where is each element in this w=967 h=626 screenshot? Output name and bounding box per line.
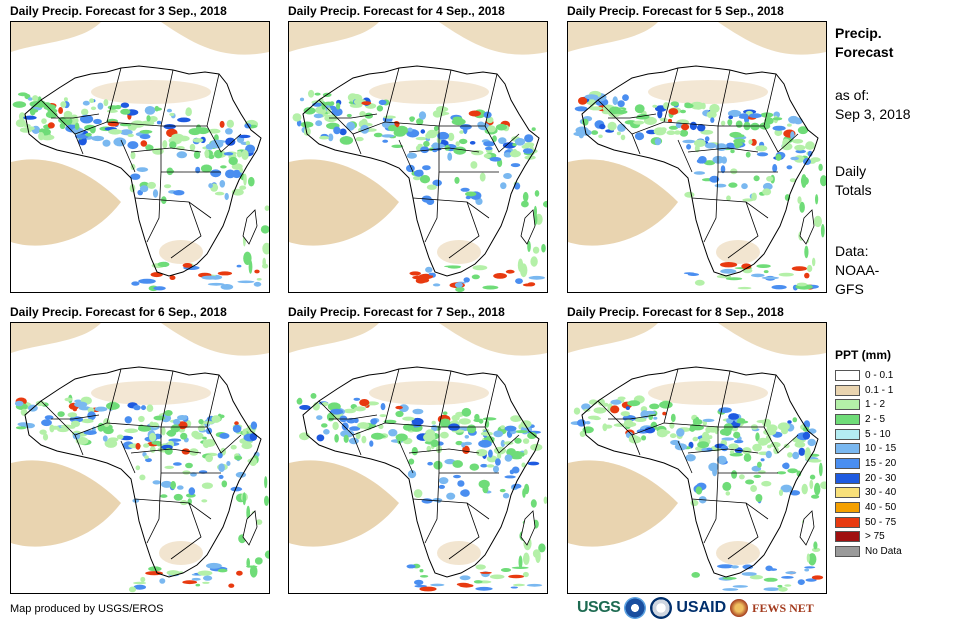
legend: PPT (mm) 0 - 0.1 0.1 - 1 1 - 2 2 - 5 5 - 10 1…	[835, 348, 902, 559]
legend-row: 15 - 20	[835, 456, 902, 471]
totals-line1: Daily	[835, 163, 867, 179]
panel-title: Daily Precip. Forecast for 4 Sep., 2018	[288, 4, 505, 18]
legend-row: 20 - 30	[835, 471, 902, 486]
legend-label: 50 - 75	[865, 516, 897, 528]
precip-map[interactable]	[288, 21, 548, 293]
legend-swatch	[835, 443, 860, 455]
legend-row: 0 - 0.1	[835, 368, 902, 383]
precip-map[interactable]	[288, 322, 548, 594]
forecast-panel-6: Daily Precip. Forecast for 8 Sep., 2018	[567, 304, 827, 594]
panel-title: Daily Precip. Forecast for 3 Sep., 2018	[10, 4, 227, 18]
as-of-date: as of: Sep 3, 2018	[835, 86, 911, 124]
legend-swatch	[835, 516, 860, 528]
precip-map-svg	[568, 22, 826, 291]
fews-globe-icon[interactable]	[730, 599, 749, 617]
legend-label: 1 - 2	[865, 399, 886, 411]
precip-map-svg	[11, 22, 269, 292]
legend-row: 30 - 40	[835, 486, 902, 501]
legend-label: 0 - 0.1	[865, 369, 894, 381]
usaid-seal-icon[interactable]	[650, 597, 673, 619]
noaa-logo-icon[interactable]	[624, 597, 647, 619]
legend-row: 0.1 - 1	[835, 383, 902, 398]
precip-map[interactable]	[10, 322, 270, 594]
data-source-line2: NOAA-	[835, 262, 880, 278]
legend-row: > 75	[835, 530, 902, 545]
legend-swatch	[835, 369, 860, 381]
panel-title: Daily Precip. Forecast for 7 Sep., 2018	[288, 305, 505, 319]
forecast-panel-4: Daily Precip. Forecast for 6 Sep., 2018	[10, 304, 270, 594]
data-source: Data: NOAA- GFS	[835, 242, 879, 299]
legend-label: 0.1 - 1	[865, 384, 894, 396]
forecast-panel-2: Daily Precip. Forecast for 4 Sep., 2018	[288, 3, 548, 293]
panel-title: Daily Precip. Forecast for 8 Sep., 2018	[567, 305, 784, 319]
fews-net-logo[interactable]: FEWS NET	[752, 600, 814, 615]
legend-label: 5 - 10	[865, 428, 891, 440]
legend-label: 40 - 50	[865, 502, 897, 514]
legend-label: No Data	[865, 546, 902, 558]
legend-label: 10 - 15	[865, 443, 897, 455]
legend-swatch	[835, 531, 860, 543]
legend-label: > 75	[865, 531, 885, 543]
logo-strip: USGS USAID FEWS NET	[577, 595, 814, 621]
legend-row: 40 - 50	[835, 500, 902, 515]
legend-row: 50 - 75	[835, 515, 902, 530]
legend-swatch	[835, 428, 860, 440]
usgs-logo[interactable]: USGS	[577, 599, 621, 616]
legend-swatch	[835, 413, 860, 425]
totals-note: Daily Totals	[835, 162, 872, 200]
legend-swatch	[835, 399, 860, 411]
forecast-panel-3: Daily Precip. Forecast for 5 Sep., 2018	[567, 3, 827, 293]
precip-map[interactable]	[10, 21, 270, 293]
legend-row: 10 - 15	[835, 441, 902, 456]
legend-swatch	[835, 472, 860, 484]
precip-map-svg	[568, 323, 826, 592]
as-of-value: Sep 3, 2018	[835, 106, 911, 122]
legend-title: PPT (mm)	[835, 348, 892, 362]
side-title: Precip. Forecast	[835, 24, 893, 62]
as-of-label: as of:	[835, 87, 870, 103]
panel-title: Daily Precip. Forecast for 6 Sep., 2018	[10, 305, 227, 319]
side-title-line1: Precip.	[835, 25, 882, 41]
legend-row: No Data	[835, 544, 902, 559]
totals-line2: Totals	[835, 182, 872, 198]
legend-row: 2 - 5	[835, 412, 902, 427]
panel-title: Daily Precip. Forecast for 5 Sep., 2018	[567, 4, 784, 18]
data-source-label: Data:	[835, 243, 869, 259]
legend-swatch	[835, 457, 860, 469]
legend-label: 20 - 30	[865, 472, 897, 484]
side-title-line2: Forecast	[835, 44, 894, 60]
forecast-panel-5: Daily Precip. Forecast for 7 Sep., 2018	[288, 304, 548, 594]
precip-map-svg	[289, 22, 547, 292]
legend-items: 0 - 0.1 0.1 - 1 1 - 2 2 - 5 5 - 10 10 - 15 15 …	[835, 368, 902, 559]
precip-map[interactable]	[567, 21, 827, 293]
legend-swatch	[835, 546, 860, 558]
legend-swatch	[835, 384, 860, 396]
legend-label: 15 - 20	[865, 457, 897, 469]
forecast-panel-1: Daily Precip. Forecast for 3 Sep., 2018	[10, 3, 270, 293]
data-source-line3: GFS	[835, 281, 864, 297]
precip-map[interactable]	[567, 322, 827, 594]
legend-row: 5 - 10	[835, 427, 902, 442]
legend-label: 30 - 40	[865, 487, 897, 499]
legend-swatch	[835, 487, 860, 499]
map-credit: Map produced by USGS/EROS	[10, 603, 164, 615]
legend-row: 1 - 2	[835, 397, 902, 412]
legend-swatch	[835, 502, 860, 514]
usaid-logo[interactable]: USAID	[676, 599, 727, 616]
legend-label: 2 - 5	[865, 413, 886, 425]
precip-map-svg	[11, 323, 269, 593]
precip-map-svg	[289, 323, 547, 592]
